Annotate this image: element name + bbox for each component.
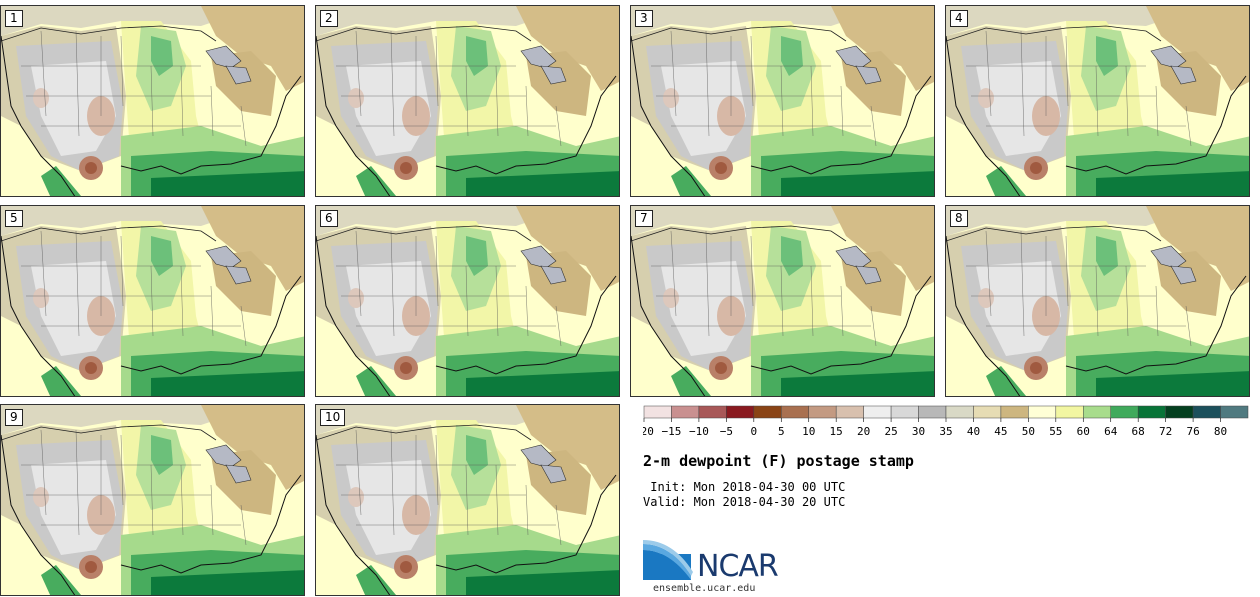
- map-panel-5: 5: [0, 205, 305, 397]
- colorbar-tick-label: 10: [802, 425, 815, 438]
- colorbar-tick-label: 25: [884, 425, 897, 438]
- colorbar-swatch: [1055, 405, 1084, 419]
- colorbar-swatch: [945, 405, 974, 419]
- colorbar-swatch: [835, 405, 864, 419]
- colorbar-swatch: [781, 405, 809, 419]
- dewpoint-map: [946, 206, 1249, 396]
- member-number-label: 5: [5, 210, 23, 227]
- colorbar-swatch: [1000, 405, 1029, 419]
- dewpoint-map: [631, 6, 934, 196]
- colorbar-swatch: [643, 405, 672, 419]
- dewpoint-map: [946, 6, 1249, 196]
- colorbar-tick-label: 0: [751, 425, 758, 438]
- colorbar-tick-label: −15: [662, 425, 682, 438]
- member-number-label: 1: [5, 10, 23, 27]
- colorbar-tick-label: 76: [1186, 425, 1199, 438]
- colorbar-tick-label: 50: [1022, 425, 1035, 438]
- colorbar-tick-label: 20: [857, 425, 870, 438]
- member-number-label: 6: [320, 210, 338, 227]
- member-number-label: 4: [950, 10, 968, 27]
- colorbar-tick-label: 30: [912, 425, 925, 438]
- colorbar-swatch: [973, 405, 1002, 419]
- init-time: Init: Mon 2018-04-30 00 UTC: [643, 480, 846, 494]
- member-number-label: 2: [320, 10, 338, 27]
- colorbar-swatch: [1165, 405, 1194, 419]
- colorbar-tick-label: 80: [1214, 425, 1227, 438]
- map-panel-10: 10: [315, 404, 620, 596]
- colorbar-swatch: [753, 405, 782, 419]
- member-number-label: 9: [5, 409, 23, 426]
- ncar-logo-icon: [643, 540, 693, 580]
- colorbar-swatch: [698, 405, 727, 419]
- colorbar-tick-label: 64: [1104, 425, 1118, 438]
- colorbar-tick-label: −10: [689, 425, 709, 438]
- colorbar-swatch: [1083, 405, 1111, 419]
- colorbar-tick-label: 60: [1077, 425, 1090, 438]
- site-url: ensemble.ucar.edu: [653, 583, 756, 594]
- member-number-label: 7: [635, 210, 653, 227]
- colorbar-tick-label: −20: [643, 425, 654, 438]
- colorbar-tick-label: 45: [994, 425, 1007, 438]
- dewpoint-map: [1, 405, 304, 595]
- colorbar-swatch: [726, 405, 755, 419]
- dewpoint-map: [1, 6, 304, 196]
- colorbar-swatch: [1137, 405, 1166, 419]
- colorbar-tick-label: 35: [939, 425, 952, 438]
- chart-title: 2-m dewpoint (F) postage stamp: [643, 452, 914, 470]
- colorbar-swatch: [863, 405, 892, 419]
- colorbar-tick-label: −5: [720, 425, 733, 438]
- dewpoint-map: [316, 206, 619, 396]
- colorbar-swatch: [1192, 405, 1221, 419]
- ncar-logo-text: NCAR: [697, 549, 779, 584]
- colorbar-tick-label: 40: [967, 425, 980, 438]
- colorbar-tick-label: 15: [830, 425, 843, 438]
- colorbar-tick-label: 68: [1132, 425, 1145, 438]
- colorbar-tick-label: 5: [778, 425, 785, 438]
- map-panel-9: 9: [0, 404, 305, 596]
- dewpoint-map: [631, 206, 934, 396]
- map-panel-7: 7: [630, 205, 935, 397]
- colorbar-swatch: [1028, 405, 1057, 419]
- colorbar-swatch: [890, 405, 919, 419]
- dewpoint-colorbar: −20 −15 −10 −5 0 5 10 15 20 25 30 35 40 45 50 55 60 64 68 7…: [643, 405, 1249, 438]
- map-panel-6: 6: [315, 205, 620, 397]
- dewpoint-map: [316, 405, 619, 595]
- valid-time: Valid: Mon 2018-04-30 20 UTC: [643, 495, 846, 509]
- dewpoint-map: [1, 206, 304, 396]
- colorbar-tick-label: 72: [1159, 425, 1172, 438]
- member-number-label: 10: [320, 409, 346, 426]
- map-panel-1: 1: [0, 5, 305, 197]
- map-panel-3: 3: [630, 5, 935, 197]
- colorbar-swatch: [1110, 405, 1139, 419]
- colorbar-swatch: [808, 405, 837, 419]
- map-panel-8: 8: [945, 205, 1250, 397]
- colorbar-tick-label: 55: [1049, 425, 1062, 438]
- member-number-label: 3: [635, 10, 653, 27]
- dewpoint-map: [316, 6, 619, 196]
- member-number-label: 8: [950, 210, 968, 227]
- colorbar-swatch: [1220, 405, 1249, 419]
- colorbar-swatch: [918, 405, 947, 419]
- map-panel-2: 2: [315, 5, 620, 197]
- map-panel-4: 4: [945, 5, 1250, 197]
- colorbar-swatch: [671, 405, 700, 419]
